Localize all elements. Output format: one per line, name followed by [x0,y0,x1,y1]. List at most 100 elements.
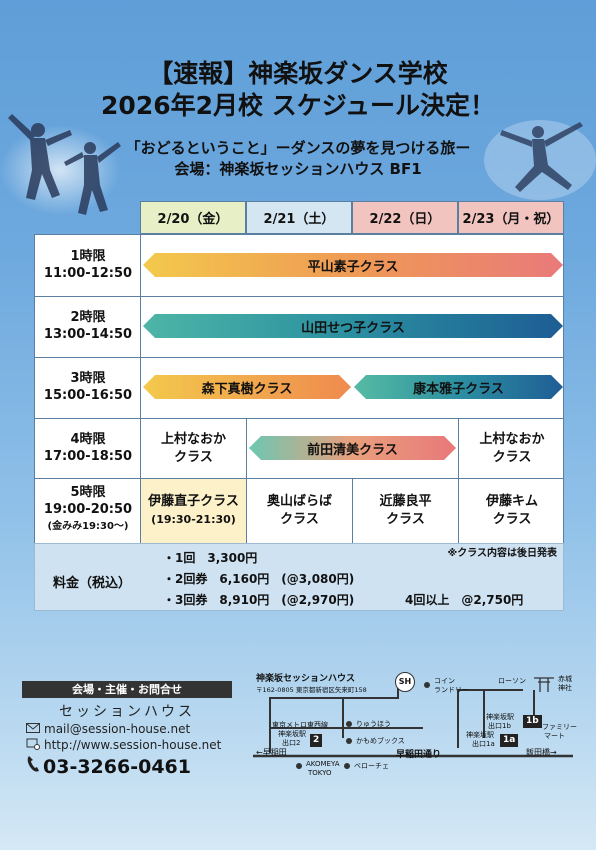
fees-box: ※クラス内容は後日発表 料金（税込） ・1回 3,300円 ・2回券 6,160… [34,543,564,611]
period-2-time: 13:00-14:50 [43,327,133,342]
map-dot-bellochet [344,763,350,769]
cell-p5-fri-line2: (19:30-21:30) [151,513,236,526]
cell-p4-mon: 上村なおか クラス [459,431,565,467]
fees-note: ※クラス内容は後日発表 [447,548,557,559]
contact-phone-text: 03-3266-0461 [43,755,191,778]
period-5-name: 5時限 [70,485,106,500]
class-bar-maeda: 前田清美クラス [249,436,456,460]
cell-p4-mon-line1: 上村なおか [479,432,545,447]
contact-name: セッションハウス [59,704,195,720]
map-label-1a-2: 出口1a [472,740,495,748]
map-label-tozai-1: 東京メトロ東西線 [272,721,328,729]
cell-p4-mon-line2: クラス [492,450,532,465]
map-dot-coin [424,682,430,688]
contact-mail-text: mail@session-house.net [44,722,191,736]
cell-p5-sun: 近藤良平 クラス [353,493,458,529]
title-line-2: 2026年2月校 スケジュール決定！ [101,91,495,120]
period-1-time: 11:00-12:50 [43,266,133,281]
map-label-laundry: ランドリー [434,686,469,694]
day-header-mon: 2/23（月・祝） [458,201,564,234]
period-4-name: 4時限 [70,432,106,447]
map-title: 神楽坂セッションハウス [256,674,356,684]
contact-heading: 会場・主催・お問合せ [22,681,232,698]
map-dot-akomeya [296,763,302,769]
class-bar-morishita: 森下真樹クラス [143,375,351,399]
cell-p5-sat: 奥山ばらば クラス [247,493,352,529]
schedule-grid: 1時限 11:00-12:50 2時限 13:00-14:50 3時限 15:0… [34,234,565,545]
mail-icon [26,722,40,736]
cell-p5-sun-line1: 近藤良平 [379,494,432,509]
subtitle: 「おどるということ」ーダンスの夢を見つける旅ー [125,139,471,157]
map-label-kamome: かもめブックス [356,737,405,745]
cell-p5-sat-line1: 奥山ばらば [266,494,332,509]
period-3: 3時限 15:00-16:50 [35,370,141,404]
cell-p4-fri: 上村なおか クラス [141,431,246,467]
contact-mail[interactable]: mail@session-house.net [26,721,232,737]
phone-icon [26,755,40,778]
map-label-1b-2: 出口1b [488,722,511,730]
globe-icon [26,738,40,753]
cell-p5-mon-line2: クラス [492,512,532,527]
map-label-1b-1: 神楽坂駅 [486,713,514,721]
class-bar-yamada: 山田せつ子クラス [143,314,563,338]
title-line-1: 【速報】神楽坂ダンス学校 [148,59,448,88]
cell-p4-fri-line2: クラス [174,450,213,465]
day-header-sat: 2/21（土） [246,201,352,234]
class-bar-hirayama: 平山素子クラス [143,253,563,277]
period-2-name: 2時限 [70,310,106,325]
contact-phone[interactable]: 03-3266-0461 [26,755,232,778]
fee-extra: 4回以上 @2,750円 [405,593,524,607]
map-label-waseda: ←早稲田 [256,748,287,757]
period-4-time: 17:00-18:50 [43,449,133,464]
period-5-note: (金みみ19:30〜) [47,521,129,532]
exit-1a-badge: 1a [500,734,519,747]
period-5: 5時限 19:00-20:50 (金みみ19:30〜) [35,484,141,535]
period-4: 4時限 17:00-18:50 [35,431,141,465]
class-bar-yasumoto: 康本雅子クラス [354,375,563,399]
map-label-ryuho: りゅうほう [356,720,391,728]
map-label-iidabashi: 飯田橋→ [526,748,557,757]
period-3-name: 3時限 [70,371,106,386]
fees-label: 料金（税込） [53,576,132,591]
period-5-time: 19:00-20:50 [43,502,133,517]
dancer-silhouette-right [484,120,596,200]
access-map: 神楽坂セッションハウス 〒162-0805 東京都新宿区矢来町158 SH コイ… [248,668,578,778]
cell-p5-sun-line2: クラス [386,512,425,527]
map-label-akagi-1: 赤城 [558,675,572,683]
map-label-tozai-2: 神楽坂駅 [278,730,306,738]
period-1: 1時限 11:00-12:50 [35,248,141,282]
map-label-tozai-3: 出口2 [282,739,301,747]
header: 【速報】神楽坂ダンス学校 2026年2月校 スケジュール決定！ 「おどるというこ… [0,58,596,180]
map-label-bellochet: ベローチェ [354,762,389,770]
cell-p5-sat-line2: クラス [280,512,319,527]
session-house-logo: SH [395,672,415,692]
map-roads [253,677,573,758]
cell-p5-fri: 伊藤直子クラス (19:30-21:30) [141,493,246,529]
contact-url-text: http://www.session-house.net [44,738,222,752]
venue: 会場：神楽坂セッションハウス BF1 [174,160,422,178]
period-2: 2時限 13:00-14:50 [35,309,141,343]
map-label-coin: コイン [434,677,455,685]
fee-item-2: ・2回券 6,160円 (@3,080円) [163,572,355,586]
exit-2-badge: 2 [310,734,323,747]
day-header-sun: 2/22（日） [352,201,458,234]
period-1-name: 1時限 [70,249,106,264]
day-header-fri: 2/20（金） [140,201,246,234]
map-address: 〒162-0805 東京都新宿区矢来町158 [256,686,367,694]
map-label-1a-1: 神楽坂駅 [466,731,494,739]
map-label-akagi-2: 神社 [558,684,572,692]
map-dot-ryuho [346,721,352,727]
cell-p5-mon: 伊藤キム クラス [459,493,565,529]
map-label-waseda-dori: 早稲田通り [396,750,442,760]
map-dot-kamome [346,738,352,744]
cell-p5-fri-line1: 伊藤直子クラス [148,494,239,509]
contact-url[interactable]: http://www.session-house.net [26,737,232,753]
fee-item-1: ・1回 3,300円 [163,551,258,565]
map-label-akomeya-1: AKOMEYA [306,760,340,768]
exit-1b-badge: 1b [523,715,542,728]
cell-p4-fri-line1: 上村なおか [160,432,226,447]
map-label-family-2: マート [544,732,565,740]
period-3-time: 15:00-16:50 [43,388,133,403]
fee-item-3: ・3回券 8,910円 (@2,970円) [163,593,355,607]
contact-block: 会場・主催・お問合せ セッションハウス mail@session-house.n… [22,681,232,778]
